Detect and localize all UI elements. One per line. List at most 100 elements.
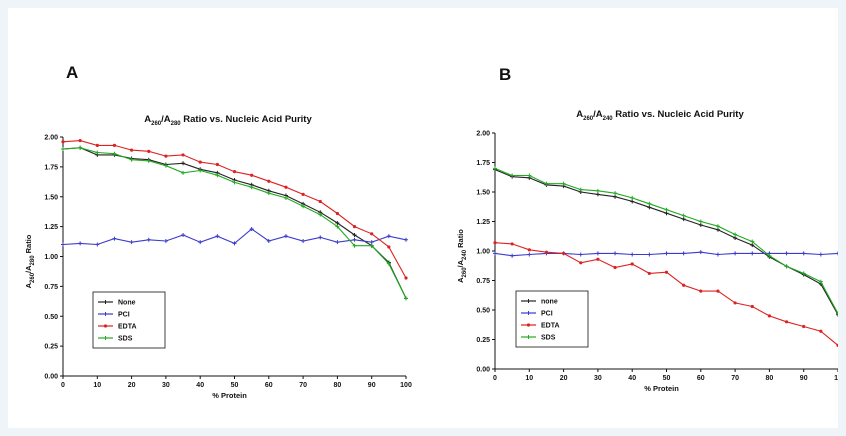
data-point (750, 239, 755, 244)
chart-title: A260/A280 Ratio vs. Nucleic Acid Purity (144, 114, 312, 127)
title-part: Ratio vs. Nucleic Acid Purity (181, 114, 313, 125)
y-tick-label: 1.50 (476, 190, 490, 197)
y-axis-label: A260/A240 Ratio (456, 229, 468, 283)
data-point (181, 161, 186, 166)
title-subscript: 260 (151, 121, 162, 127)
data-point (596, 257, 600, 261)
data-point (664, 251, 669, 256)
series-pci (493, 250, 838, 258)
y-tick-label: 1.25 (476, 219, 490, 226)
legend-marker (526, 335, 531, 339)
legend-marker (103, 324, 108, 328)
data-point (318, 235, 323, 240)
data-point (215, 234, 220, 239)
ylabel-subscript: 260 (462, 267, 468, 278)
data-point (561, 181, 566, 186)
legend-label: SDS (118, 336, 133, 343)
data-point (370, 232, 374, 236)
x-tick-label: 0 (493, 375, 497, 382)
data-point (664, 211, 669, 216)
x-tick-label: 100 (400, 382, 412, 389)
data-point (630, 199, 635, 204)
data-point (818, 252, 823, 257)
data-point (595, 192, 600, 197)
data-point (267, 179, 271, 183)
data-point (301, 192, 305, 196)
data-point (733, 232, 738, 237)
data-point (647, 205, 652, 210)
x-tick-label: 10 (525, 375, 533, 382)
data-point (318, 199, 322, 204)
data-point (630, 195, 635, 200)
ylabel-part: A (456, 277, 465, 283)
data-point (699, 289, 703, 293)
data-point (767, 314, 772, 318)
data-point (664, 270, 669, 274)
ylabel-part: /A (456, 259, 465, 267)
legend-label: None (118, 300, 136, 307)
legend-label: EDTA (541, 323, 560, 330)
x-tick-label: 40 (628, 375, 636, 382)
data-point (181, 232, 186, 237)
data-point (283, 195, 288, 200)
data-point (404, 276, 408, 280)
title-part: A (144, 114, 151, 125)
x-tick-label: 20 (560, 375, 568, 382)
x-tick-label: 90 (368, 382, 376, 389)
data-point (198, 168, 203, 173)
data-point (698, 219, 703, 224)
series-sds (493, 166, 838, 316)
ylabel-subscript: 240 (462, 249, 468, 260)
data-point (61, 146, 65, 151)
ylabel-part: Ratio (456, 229, 465, 250)
data-point (801, 271, 806, 276)
data-point (818, 279, 823, 284)
data-point (335, 240, 340, 245)
data-point (510, 242, 514, 246)
data-point (715, 252, 720, 257)
data-point (613, 251, 618, 256)
data-point (579, 261, 583, 265)
data-point (733, 236, 738, 241)
title-part: A (576, 109, 583, 120)
data-point (249, 185, 254, 190)
y-tick-label: 0.00 (44, 374, 58, 381)
panel-letter: B (499, 65, 511, 84)
x-tick-label: 80 (766, 375, 774, 382)
legend-marker (103, 312, 108, 316)
data-point (130, 148, 134, 152)
data-point (647, 201, 652, 206)
x-axis-label: % Protein (644, 384, 679, 393)
data-point (750, 251, 755, 256)
ylabel-part: A (24, 282, 33, 288)
data-point (578, 252, 583, 257)
data-point (715, 224, 720, 229)
data-point (232, 241, 237, 246)
y-tick-label: 0.00 (476, 367, 490, 374)
legend-marker (526, 323, 531, 327)
y-tick-label: 1.75 (476, 160, 490, 167)
data-point (301, 238, 306, 243)
data-point (681, 217, 686, 222)
data-point (510, 253, 515, 258)
data-point (78, 241, 83, 246)
data-point (698, 223, 703, 228)
data-point (613, 191, 618, 196)
data-point (681, 213, 686, 218)
data-point (386, 234, 391, 239)
data-point (527, 248, 531, 252)
data-point (369, 240, 374, 245)
data-point (784, 320, 789, 324)
data-point (682, 283, 686, 287)
data-point (733, 301, 737, 305)
data-point (112, 151, 117, 156)
title-subscript: 280 (171, 121, 182, 127)
data-point (493, 241, 497, 245)
title-subscript: 260 (583, 116, 594, 122)
data-point (301, 204, 306, 209)
y-tick-label: 1.00 (476, 249, 490, 256)
y-tick-label: 1.00 (44, 254, 58, 261)
data-point (146, 158, 151, 163)
data-point (232, 170, 237, 174)
